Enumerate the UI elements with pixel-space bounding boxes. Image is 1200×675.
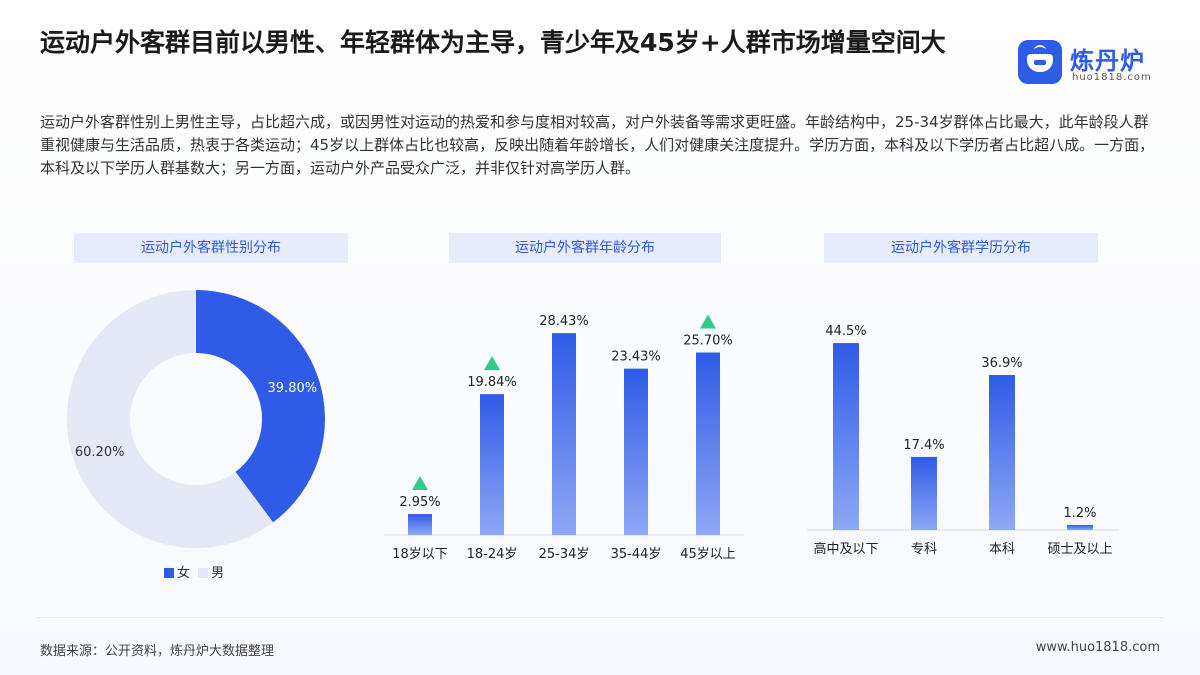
tick-label-0: 高中及以下: [813, 541, 878, 557]
age-bar-chart: 2.95% 18岁以下 19.84% 18-24岁 28.43% 25-34岁 23.43%…: [384, 314, 744, 562]
tick-label-1: 18-24岁: [467, 547, 518, 562]
bar-value-label-3: 23.43%: [611, 350, 661, 365]
legend-female-label: 女: [177, 566, 191, 581]
bar-value-label-2: 28.43%: [539, 314, 589, 329]
page-title: 运动户外客群目前以男性、年轻群体为主导，青少年及45岁+人群市场增量空间大: [40, 28, 946, 57]
bar-2: [552, 333, 576, 535]
bar-4: [696, 352, 720, 535]
bar-1: [911, 456, 937, 530]
tick-label-3: 硕士及以上: [1047, 542, 1112, 557]
bar-value-label-2: 36.9%: [981, 356, 1022, 371]
gender-chart-title: 运动户外客群性别分布: [74, 233, 348, 263]
bar-value-label-0: 2.95%: [399, 495, 440, 510]
education-bar-chart: 44.5% 高中及以下 17.4% 专科 36.9% 本科 1.2% 硕士及以上: [807, 324, 1119, 557]
logo-url: huo1818.com: [1072, 72, 1152, 83]
bar-value-label-1: 19.84%: [467, 375, 517, 390]
brand-logo: 炼丹炉 huo1818.com: [1018, 40, 1164, 86]
description-text: 运动户外客群性别上男性主导，占比超六成，或因男性对运动的热爱和参与度相对较高，对…: [40, 113, 1155, 177]
pie-label-1: 60.20%: [75, 445, 125, 460]
highlight-triangle-icon: [484, 356, 500, 371]
legend-female-swatch: [164, 568, 174, 578]
tick-label-4: 45岁以上: [680, 547, 736, 562]
legend-male-swatch: [198, 568, 209, 578]
gender-donut-chart: 39.80% 60.20%: [67, 290, 326, 549]
bar-3: [1067, 524, 1093, 530]
bar-value-label-1: 17.4%: [903, 438, 944, 453]
logo-name: 炼丹炉: [1070, 47, 1145, 75]
data-source: 数据来源：公开资料，炼丹炉大数据整理: [40, 644, 275, 659]
highlight-triangle-icon: [412, 476, 428, 491]
tick-label-0: 18岁以下: [392, 547, 448, 562]
gender-legend: 女 男: [164, 562, 224, 581]
bar-1: [480, 394, 504, 535]
bar-value-label-4: 25.70%: [683, 334, 733, 349]
tick-label-3: 35-44岁: [611, 547, 662, 562]
legend-male-label: 男: [211, 566, 225, 581]
bar-value-label-3: 1.2%: [1063, 506, 1096, 521]
bar-2: [989, 375, 1015, 530]
bar-3: [624, 368, 648, 535]
tick-label-2: 25-34岁: [539, 547, 590, 562]
bar-0: [833, 343, 859, 530]
education-chart-title: 运动户外客群学历分布: [824, 233, 1098, 263]
tick-label-1: 专科: [911, 542, 937, 557]
tick-label-2: 本科: [989, 542, 1015, 557]
age-chart-title: 运动户外客群年龄分布: [449, 233, 721, 263]
pie-slice-1: [67, 290, 274, 549]
pie-slice-0: [196, 290, 326, 523]
bar-0: [408, 514, 432, 535]
bar-value-label-0: 44.5%: [825, 324, 866, 339]
website-url: www.huo1818.com: [1035, 640, 1160, 655]
logo-icon: [1018, 40, 1062, 84]
footer-divider: [36, 617, 1164, 618]
pie-label-0: 39.80%: [268, 381, 318, 396]
highlight-triangle-icon: [700, 314, 716, 329]
